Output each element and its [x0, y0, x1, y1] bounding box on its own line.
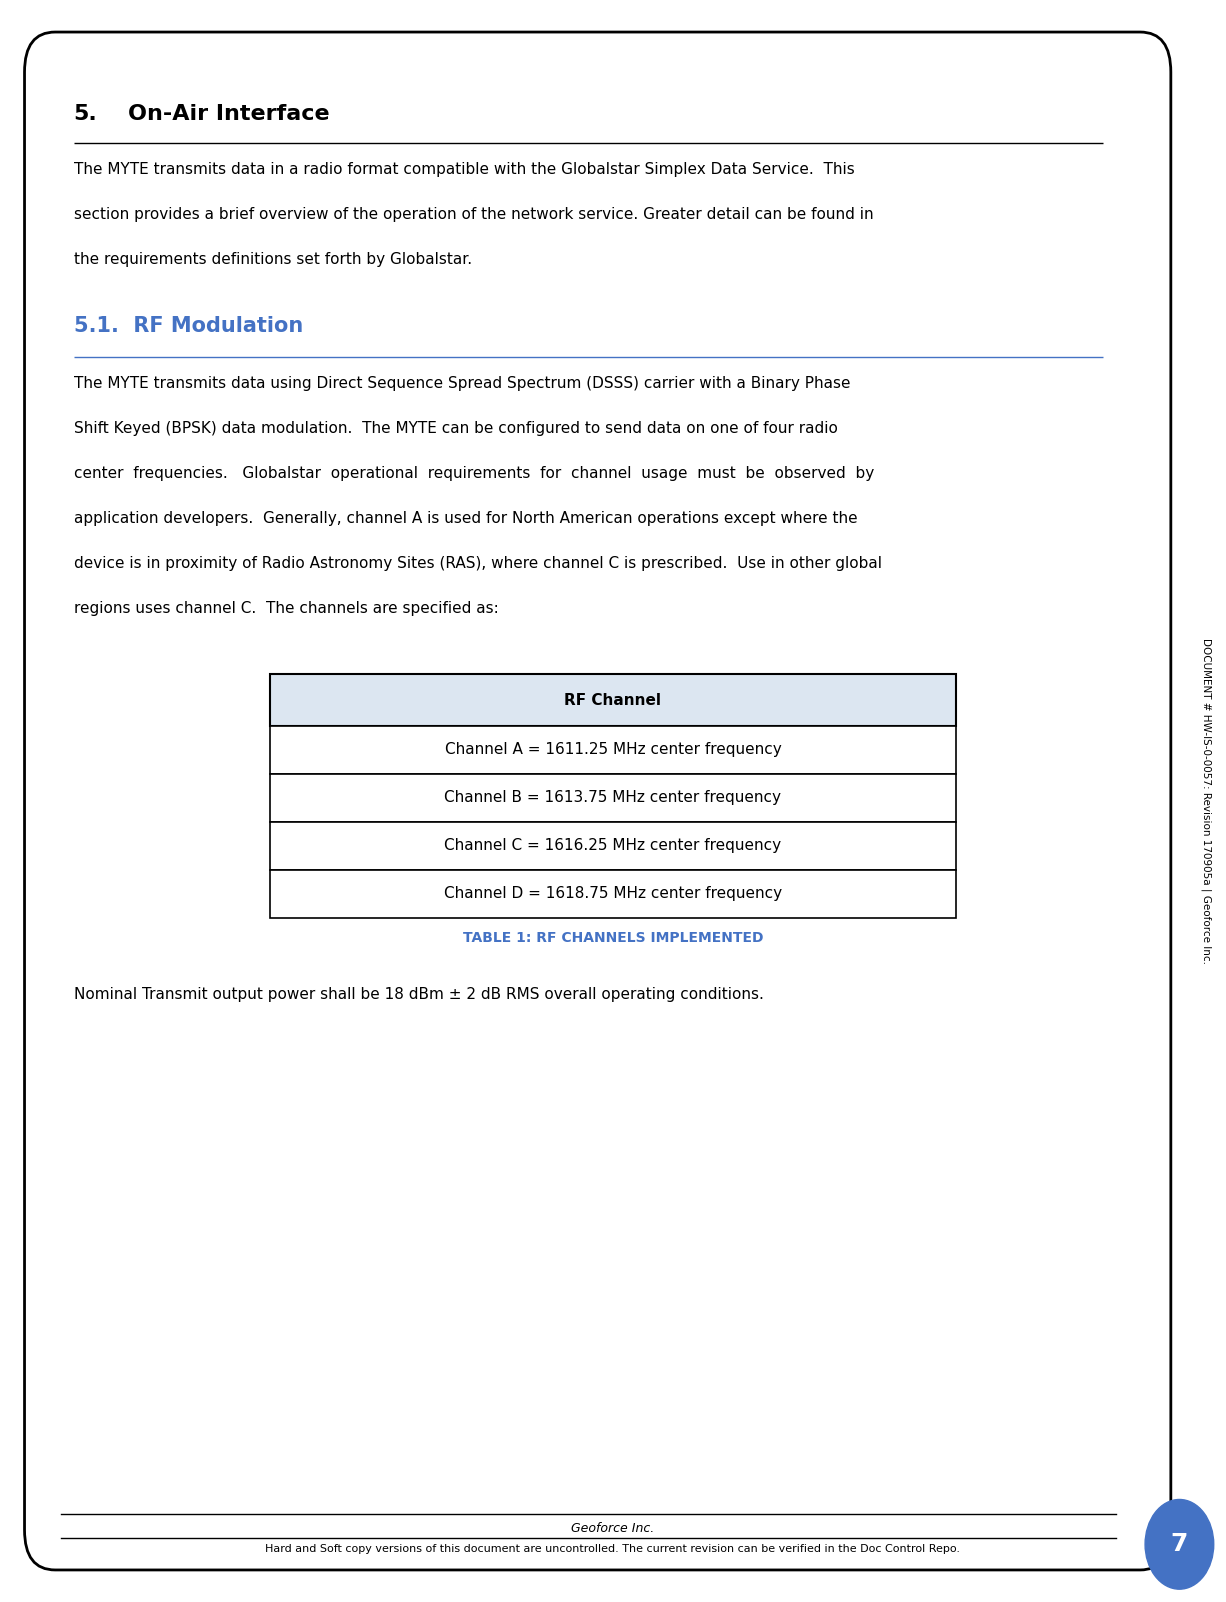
FancyBboxPatch shape — [270, 822, 956, 870]
Circle shape — [1145, 1499, 1214, 1589]
Text: DOCUMENT # HW-IS-0-0057: Revision 170905a | Geoforce Inc.: DOCUMENT # HW-IS-0-0057: Revision 170905… — [1201, 638, 1211, 964]
FancyBboxPatch shape — [25, 32, 1171, 1570]
Text: Channel D = 1618.75 MHz center frequency: Channel D = 1618.75 MHz center frequency — [444, 886, 782, 902]
Text: Channel A = 1611.25 MHz center frequency: Channel A = 1611.25 MHz center frequency — [445, 742, 781, 758]
Text: Shift Keyed (BPSK) data modulation.  The MYTE can be configured to send data on : Shift Keyed (BPSK) data modulation. The … — [74, 421, 837, 436]
FancyBboxPatch shape — [270, 726, 956, 774]
Text: the requirements definitions set forth by Globalstar.: the requirements definitions set forth b… — [74, 252, 472, 266]
Text: 7: 7 — [1171, 1533, 1188, 1556]
Text: 5.1.  RF Modulation: 5.1. RF Modulation — [74, 316, 303, 335]
Text: Channel C = 1616.25 MHz center frequency: Channel C = 1616.25 MHz center frequency — [445, 838, 781, 854]
Text: Hard and Soft copy versions of this document are uncontrolled. The current revis: Hard and Soft copy versions of this docu… — [266, 1544, 960, 1554]
Text: On-Air Interface: On-Air Interface — [128, 104, 329, 123]
Text: 5.: 5. — [74, 104, 97, 123]
Text: device is in proximity of Radio Astronomy Sites (RAS), where channel C is prescr: device is in proximity of Radio Astronom… — [74, 556, 881, 570]
Text: regions uses channel C.  The channels are specified as:: regions uses channel C. The channels are… — [74, 601, 498, 615]
Text: center  frequencies.   Globalstar  operational  requirements  for  channel  usag: center frequencies. Globalstar operation… — [74, 466, 874, 481]
Text: TABLE 1: RF CHANNELS IMPLEMENTED: TABLE 1: RF CHANNELS IMPLEMENTED — [462, 931, 764, 945]
FancyBboxPatch shape — [270, 774, 956, 822]
Text: application developers.  Generally, channel A is used for North American operati: application developers. Generally, chann… — [74, 511, 857, 525]
Text: Geoforce Inc.: Geoforce Inc. — [571, 1522, 655, 1535]
Text: The MYTE transmits data in a radio format compatible with the Globalstar Simplex: The MYTE transmits data in a radio forma… — [74, 162, 855, 176]
FancyBboxPatch shape — [270, 870, 956, 918]
Text: RF Channel: RF Channel — [564, 692, 662, 708]
Text: The MYTE transmits data using Direct Sequence Spread Spectrum (DSSS) carrier wit: The MYTE transmits data using Direct Seq… — [74, 376, 850, 391]
Text: Nominal Transmit output power shall be 18 dBm ± 2 dB RMS overall operating condi: Nominal Transmit output power shall be 1… — [74, 987, 764, 1001]
Text: section provides a brief overview of the operation of the network service. Great: section provides a brief overview of the… — [74, 207, 873, 221]
FancyBboxPatch shape — [270, 674, 956, 726]
Text: Channel B = 1613.75 MHz center frequency: Channel B = 1613.75 MHz center frequency — [445, 790, 781, 806]
